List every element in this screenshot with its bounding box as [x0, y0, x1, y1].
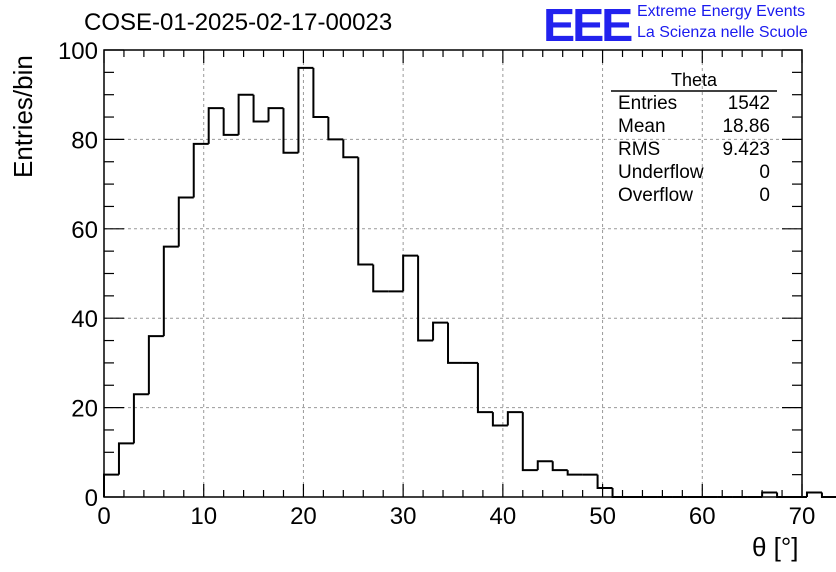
stats-label: RMS: [618, 139, 661, 160]
eee-logo-mark: EEE: [543, 0, 633, 51]
histogram-bin: [267, 107, 284, 122]
stats-value: 9.423: [722, 139, 770, 160]
y-tick-label: 0: [85, 485, 98, 512]
stats-label: Entries: [618, 93, 678, 114]
logo-line-1: Extreme Energy Events: [637, 3, 806, 20]
histogram-bin: [132, 393, 149, 444]
histogram-bin: [192, 142, 209, 198]
histogram-bin: [177, 196, 194, 247]
stats-value: 0: [759, 162, 770, 183]
stats-label: Underflow: [618, 162, 704, 183]
stats-value: 0: [759, 185, 770, 206]
histogram-bin: [147, 335, 164, 395]
histogram-bin: [402, 254, 419, 292]
histogram-bin: [820, 492, 836, 498]
y-tick-label: 100: [58, 38, 98, 65]
stats-value: 18.86: [722, 116, 770, 137]
logo-line-2: La Scienza nelle Scuole: [637, 24, 808, 41]
histogram-bin: [417, 255, 434, 342]
histogram-bin: [312, 67, 329, 119]
histogram-bin: [611, 488, 628, 498]
x-tick-label: 60: [689, 503, 716, 530]
stats-label: Mean: [618, 116, 666, 137]
stats-label: Overflow: [618, 185, 693, 206]
y-tick-label: 20: [71, 396, 98, 423]
x-axis-label: θ [°]: [752, 532, 799, 562]
histogram-bin: [117, 442, 134, 475]
histogram-bin: [357, 157, 374, 266]
histogram-bin: [327, 117, 344, 141]
x-tick-label: 10: [190, 503, 217, 530]
histogram-bin: [551, 461, 568, 472]
histogram-bin: [222, 108, 239, 136]
histogram-bin: [282, 108, 299, 154]
x-tick-label: 50: [589, 503, 616, 530]
histogram-bin: [432, 321, 449, 341]
histogram-bin: [566, 470, 583, 476]
histogram-bin: [297, 66, 314, 153]
histogram-bin: [342, 139, 359, 159]
histogram-bin: [476, 362, 493, 414]
y-tick-label: 40: [71, 306, 98, 333]
histogram-bin: [372, 264, 389, 293]
histogram-bin: [521, 412, 538, 472]
histogram-bin: [805, 491, 822, 497]
stats-value: 1542: [727, 93, 770, 114]
histogram-bin: [596, 474, 613, 490]
histogram-bin: [536, 460, 553, 471]
histogram-bin: [103, 473, 119, 497]
histogram-bin: [252, 94, 269, 123]
x-tick-label: 0: [97, 503, 110, 530]
stats-box-title: Theta: [670, 70, 718, 90]
histogram-bin: [447, 322, 463, 364]
histogram-bin: [491, 412, 508, 427]
x-tick-label: 20: [290, 503, 317, 530]
run-title: COSE-01-2025-02-17-00023: [84, 9, 393, 36]
histogram-bin: [162, 245, 179, 337]
histogram-bin: [237, 93, 254, 135]
x-tick-label: 70: [789, 503, 816, 530]
histogram-bin: [506, 411, 523, 426]
y-axis-label: Entries/bin: [8, 55, 38, 178]
histogram-bin: [207, 107, 224, 144]
x-tick-label: 30: [390, 503, 417, 530]
y-tick-label: 80: [71, 127, 98, 154]
y-tick-label: 60: [71, 217, 98, 244]
x-tick-label: 40: [490, 503, 517, 530]
